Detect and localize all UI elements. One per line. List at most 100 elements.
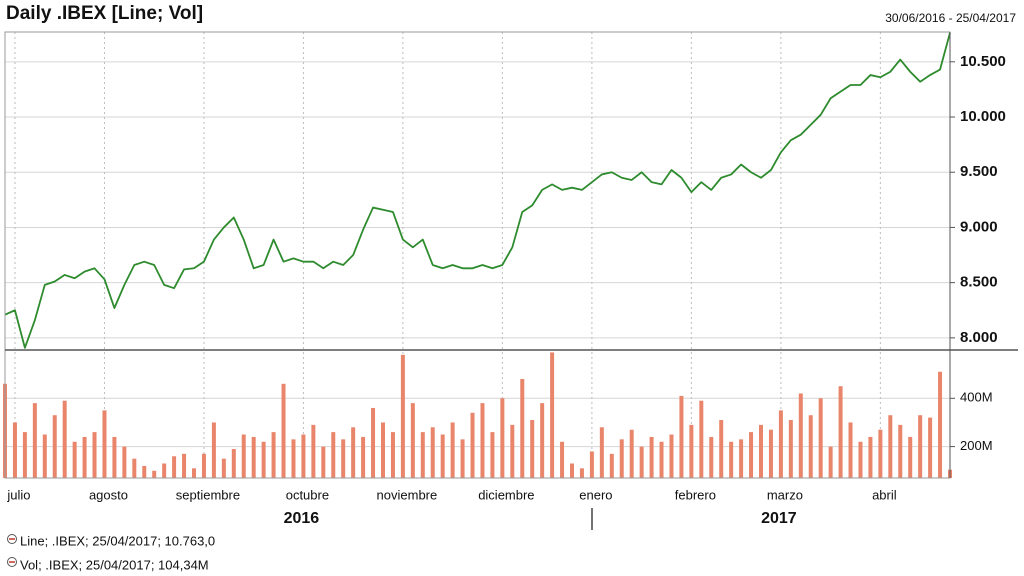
volume-bar — [241, 434, 246, 478]
volume-bar — [808, 415, 813, 478]
legend-label: Vol; .IBEX; 25/04/2017; 104,34M — [20, 557, 209, 572]
volume-bar — [112, 436, 117, 478]
volume-bar — [490, 432, 495, 478]
volume-bar — [868, 436, 873, 478]
volume-bar — [211, 422, 216, 478]
volume-bar — [400, 354, 405, 478]
volume-bar — [12, 422, 17, 478]
volume-bar — [192, 468, 196, 478]
volume-bar — [729, 441, 734, 478]
volume-bar — [480, 403, 485, 478]
x-tick-label: diciembre — [478, 487, 534, 502]
volume-bar — [719, 420, 724, 478]
volume-bar — [768, 429, 773, 478]
volume-bar — [878, 429, 883, 478]
x-tick-label: octubre — [286, 487, 329, 502]
x-group-label: 2016 — [284, 510, 320, 527]
volume-bar — [629, 429, 634, 478]
volume-bar — [778, 410, 783, 478]
volume-bar — [649, 436, 654, 478]
volume-bar — [271, 432, 276, 478]
volume-bar — [838, 386, 843, 478]
x-tick-label: septiembre — [176, 487, 240, 502]
legend: Line; .IBEX; 25/04/2017; 10.763,0 Vol; .… — [7, 533, 215, 572]
y-tick-label: 400M — [960, 390, 993, 405]
y-tick-label: 9.500 — [960, 163, 998, 180]
volume-bar — [818, 398, 823, 478]
volume-bar — [510, 424, 515, 478]
volume-bar — [42, 434, 47, 478]
volume-bar — [331, 432, 336, 478]
volume-bar — [619, 439, 624, 478]
volume-bar — [281, 383, 286, 478]
volume-bar — [430, 427, 435, 478]
x-tick-label: febrero — [675, 487, 716, 502]
volume-bar — [848, 422, 853, 478]
volume-bar — [311, 424, 316, 478]
volume-bar — [341, 439, 346, 478]
volume-bar — [102, 410, 107, 478]
volume-bar — [52, 415, 57, 478]
x-tick-label: enero — [579, 487, 612, 502]
volume-bar — [162, 463, 167, 478]
volume-bar — [470, 412, 475, 478]
volume-bar — [62, 400, 67, 478]
volume-bar — [599, 427, 604, 478]
volume-bar — [908, 436, 913, 478]
volume-bar — [152, 470, 157, 478]
volume-bar — [22, 432, 27, 478]
plot-area: 8.000 8.500 9.000 9.500 10.000 10.500 200M 400M… — [3, 32, 1006, 527]
volume-bar — [440, 434, 445, 478]
volume-bar — [82, 436, 87, 478]
y-tick-label: 8.500 — [960, 274, 998, 291]
legend-icon — [7, 534, 17, 544]
volume-bar — [550, 352, 555, 478]
x-tick-label: noviembre — [377, 487, 438, 502]
volume-bar — [390, 432, 395, 478]
volume-bar — [500, 398, 505, 478]
y-tick-label: 8.000 — [960, 329, 998, 346]
volume-bar — [530, 420, 535, 478]
y-tick-label: 9.000 — [960, 218, 998, 235]
price-line — [4, 32, 951, 349]
volume-bar — [679, 395, 684, 478]
volume-bar — [381, 422, 385, 478]
volume-bar — [301, 434, 306, 478]
volume-bar — [371, 407, 376, 478]
volume-bar — [589, 451, 594, 478]
volume-bar — [520, 378, 525, 478]
volume-bar — [798, 393, 803, 478]
y-tick-label: 10.500 — [960, 53, 1006, 70]
volume-bar — [898, 424, 903, 478]
volume-bar — [201, 453, 206, 478]
volume-bar — [689, 424, 694, 478]
volume-bar — [172, 456, 177, 478]
volume-bar — [888, 415, 893, 478]
x-tick-label: agosto — [89, 487, 128, 502]
volume-bar — [739, 439, 744, 478]
x-tick-label: abril — [872, 487, 897, 502]
x-tick-label: julio — [6, 487, 30, 502]
legend-label: Line; .IBEX; 25/04/2017; 10.763,0 — [20, 533, 215, 548]
volume-bar — [928, 417, 933, 478]
x-group-label: 2017 — [761, 510, 797, 527]
volume-bar — [659, 441, 664, 478]
chart-title: Daily .IBEX [Line; Vol] — [6, 3, 203, 24]
volume-bar — [420, 432, 425, 478]
volume-bar — [560, 441, 565, 478]
volume-bar — [570, 463, 574, 478]
volume-bar — [709, 436, 714, 478]
volume-bar — [231, 449, 236, 478]
volume-bar — [72, 441, 77, 478]
volume-bar — [291, 439, 296, 478]
volume-bar — [361, 436, 366, 478]
volume-bar — [261, 441, 266, 478]
volume-bar — [828, 446, 833, 478]
volume-bar — [410, 403, 415, 478]
y-tick-label: 200M — [960, 438, 993, 453]
volume-bar — [669, 434, 674, 478]
volume-bar — [858, 441, 863, 478]
